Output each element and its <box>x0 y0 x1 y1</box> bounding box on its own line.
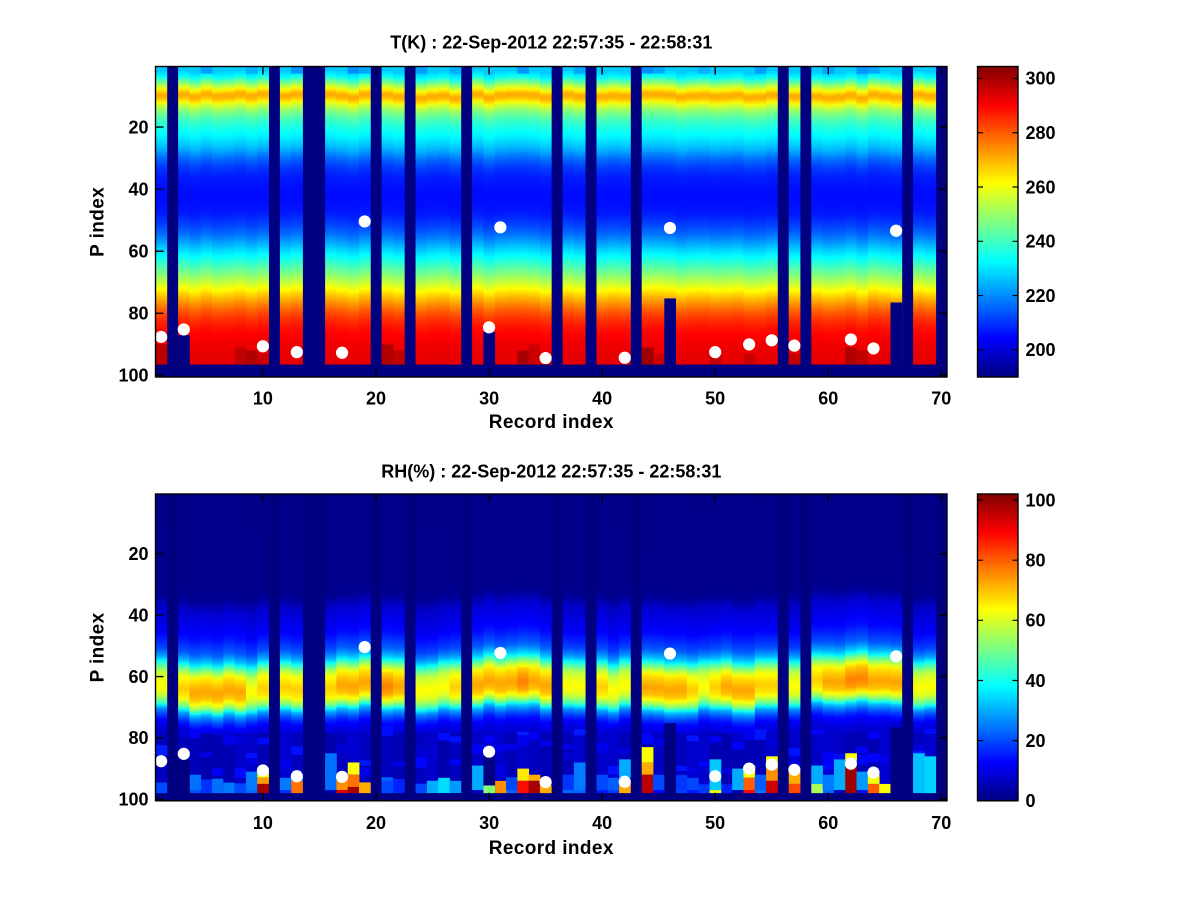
svg-text:70: 70 <box>931 389 951 409</box>
svg-text:40: 40 <box>128 179 148 199</box>
svg-text:60: 60 <box>818 389 838 409</box>
svg-text:RH(%) : 22-Sep-2012 22:57:35 -: RH(%) : 22-Sep-2012 22:57:35 - 22:58:31 <box>381 462 721 482</box>
svg-text:100: 100 <box>118 366 148 386</box>
svg-text:T(K) : 22-Sep-2012 22:57:35 -: T(K) : 22-Sep-2012 22:57:35 - 22:58:31 <box>390 33 712 53</box>
svg-text:Record index: Record index <box>489 412 614 433</box>
svg-text:10: 10 <box>253 389 273 409</box>
svg-text:20: 20 <box>128 117 148 137</box>
svg-text:20: 20 <box>128 544 148 564</box>
svg-text:Record index: Record index <box>489 838 614 859</box>
svg-text:40: 40 <box>592 389 612 409</box>
svg-text:240: 240 <box>1026 232 1056 252</box>
svg-text:220: 220 <box>1026 286 1056 306</box>
svg-text:200: 200 <box>1026 340 1056 360</box>
svg-text:70: 70 <box>931 813 951 833</box>
svg-text:50: 50 <box>705 389 725 409</box>
svg-text:40: 40 <box>592 813 612 833</box>
svg-text:30: 30 <box>479 389 499 409</box>
svg-text:300: 300 <box>1026 69 1056 89</box>
svg-text:60: 60 <box>128 242 148 262</box>
svg-text:30: 30 <box>479 813 499 833</box>
svg-text:280: 280 <box>1026 123 1056 143</box>
svg-text:50: 50 <box>705 813 725 833</box>
svg-text:60: 60 <box>818 813 838 833</box>
svg-text:40: 40 <box>128 605 148 625</box>
svg-text:100: 100 <box>118 790 148 810</box>
svg-text:260: 260 <box>1026 177 1056 197</box>
svg-text:80: 80 <box>1026 550 1046 570</box>
svg-text:0: 0 <box>1026 791 1036 811</box>
svg-text:10: 10 <box>253 813 273 833</box>
svg-text:40: 40 <box>1026 671 1046 691</box>
svg-text:P index: P index <box>88 187 109 257</box>
svg-text:20: 20 <box>1026 731 1046 751</box>
svg-text:P index: P index <box>88 612 109 682</box>
svg-text:60: 60 <box>1026 611 1046 631</box>
svg-text:20: 20 <box>366 813 386 833</box>
svg-text:80: 80 <box>128 304 148 324</box>
svg-text:100: 100 <box>1026 490 1056 510</box>
svg-text:20: 20 <box>366 389 386 409</box>
svg-text:60: 60 <box>128 667 148 687</box>
svg-text:80: 80 <box>128 728 148 748</box>
